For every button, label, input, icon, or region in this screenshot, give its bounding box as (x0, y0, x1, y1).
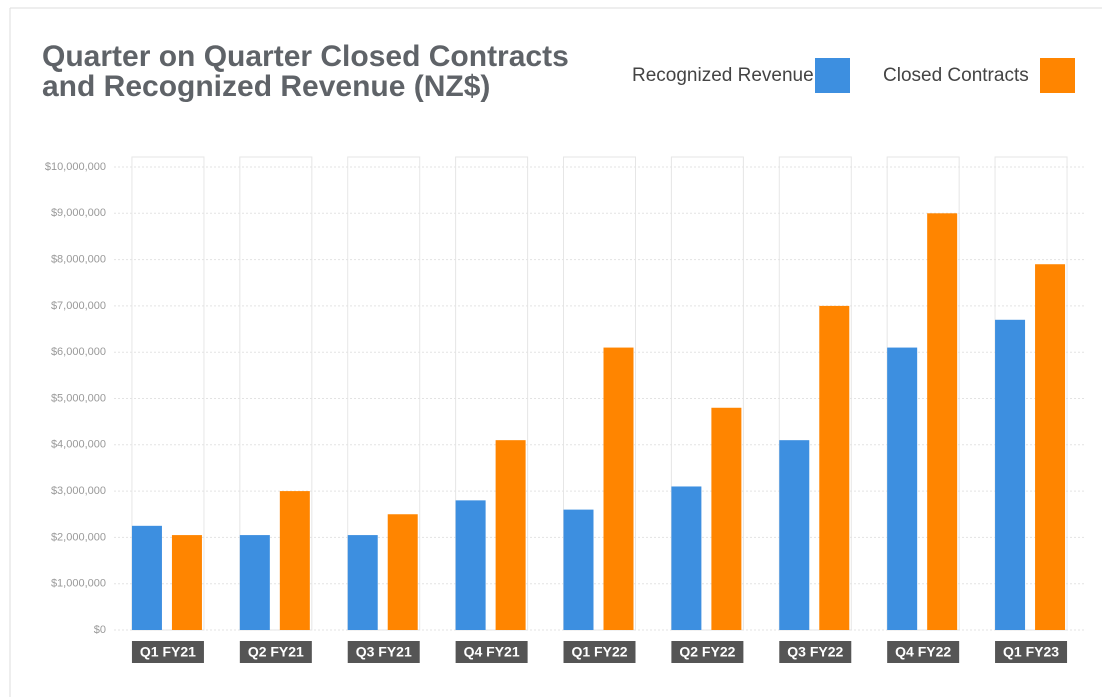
legend-label: Closed Contracts (883, 65, 1029, 86)
bar (131, 525, 162, 630)
bar (563, 509, 594, 630)
y-tick-label: $3,000,000 (51, 485, 106, 497)
x-tick-label: Q1 FY23 (1003, 644, 1059, 660)
y-tick-label: $0 (94, 624, 106, 636)
x-tick-label: Q4 FY21 (464, 644, 520, 660)
y-tick-label: $5,000,000 (51, 392, 106, 404)
bar (671, 486, 702, 630)
bar (1035, 264, 1066, 630)
x-tick-box (995, 641, 1068, 663)
bar (347, 535, 378, 630)
bar (887, 347, 918, 630)
chart-title: Quarter on Quarter Closed Contracts (42, 40, 569, 73)
bar (819, 305, 850, 630)
bar (495, 440, 526, 630)
x-tick-label: Q2 FY22 (679, 644, 735, 660)
bar (927, 213, 958, 631)
bar (603, 347, 634, 630)
y-tick-label: $10,000,000 (45, 161, 106, 173)
y-tick-label: $9,000,000 (51, 207, 106, 219)
chart-title: and Recognized Revenue (NZ$) (42, 70, 490, 103)
x-tick-label: Q3 FY22 (787, 644, 843, 660)
x-tick-box (779, 641, 852, 663)
x-tick-box (671, 641, 744, 663)
legend-label: Recognized Revenue (632, 65, 814, 86)
y-tick-label: $1,000,000 (51, 578, 106, 590)
bar (171, 535, 202, 630)
x-tick-box (131, 641, 204, 663)
y-tick-label: $2,000,000 (51, 531, 106, 543)
x-tick-label: Q1 FY22 (571, 644, 627, 660)
bar (995, 319, 1026, 630)
x-tick-box (455, 641, 528, 663)
x-tick-box (347, 641, 420, 663)
x-tick-box (563, 641, 636, 663)
bar (779, 440, 810, 630)
bar (455, 500, 486, 630)
x-tick-box (239, 641, 312, 663)
y-tick-label: $6,000,000 (51, 346, 106, 358)
x-tick-label: Q1 FY21 (140, 644, 196, 660)
bar (279, 491, 310, 630)
y-tick-label: $7,000,000 (51, 300, 106, 312)
x-tick-label: Q3 FY21 (356, 644, 412, 660)
legend-swatch (815, 58, 850, 93)
bar (711, 407, 742, 630)
y-tick-label: $4,000,000 (51, 439, 106, 451)
x-tick-label: Q2 FY21 (248, 644, 304, 660)
y-tick-label: $8,000,000 (51, 254, 106, 266)
x-tick-label: Q4 FY22 (895, 644, 951, 660)
x-tick-box (887, 641, 960, 663)
bar (239, 535, 270, 630)
bar (387, 514, 418, 630)
legend-swatch (1040, 58, 1075, 93)
